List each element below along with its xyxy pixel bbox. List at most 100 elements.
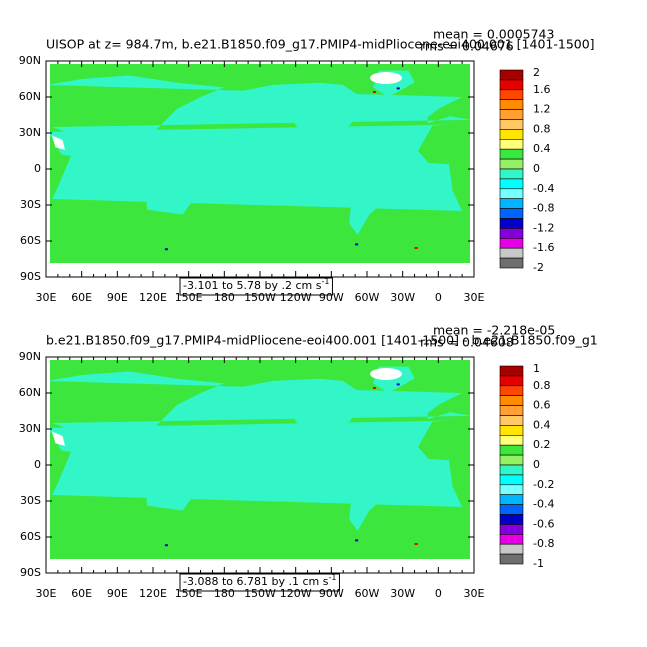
colorbar-box — [499, 198, 524, 209]
lat-label: 30N — [19, 126, 41, 139]
lon-label: 0 — [435, 291, 442, 304]
rms-label: rms = 0.04608 — [420, 335, 514, 350]
lat-label: 90S — [20, 566, 41, 579]
lon-label: 30E — [464, 291, 485, 304]
colorbar-box — [499, 474, 524, 486]
lon-label: 60W — [355, 291, 380, 304]
colorbar-label: 0.4 — [533, 142, 551, 155]
lat-label: 60S — [20, 234, 41, 247]
map-title: UISOP at z= 984.7m, b.e21.B1850.f09_g17.… — [46, 37, 595, 52]
lon-label: 30E — [36, 587, 57, 600]
rms-label: rms = 0.04676 — [420, 39, 514, 54]
lon-label: 30W — [390, 291, 415, 304]
colorbar-box — [499, 109, 524, 120]
colorbar-label: 1.6 — [533, 83, 551, 96]
colorbar-label: -0.8 — [533, 537, 554, 550]
colorbar-label: 2 — [533, 66, 540, 79]
colorbar-box — [499, 524, 524, 535]
land — [50, 420, 463, 507]
colorbar-box — [499, 218, 524, 229]
colorbar-label: -1.2 — [533, 221, 554, 234]
anomaly-speck — [372, 387, 376, 389]
colorbar-label: -0.2 — [533, 478, 554, 491]
no-data — [480, 431, 493, 445]
colorbar-box — [499, 494, 524, 505]
land — [50, 75, 470, 160]
range-exponent: -1 — [328, 573, 336, 582]
colorbar-label: 0.2 — [533, 438, 551, 451]
lon-label: 120W — [280, 291, 312, 304]
map-panel: b.e21.B1850.f09_g17.PMIP4-midPliocene-eo… — [0, 323, 598, 601]
lon-label: 120E — [139, 587, 167, 600]
anomaly-speck — [355, 539, 359, 542]
lon-label: 90E — [107, 291, 128, 304]
no-data — [370, 368, 402, 380]
range-box — [179, 573, 340, 592]
colorbar-box — [499, 385, 524, 396]
colorbar-box — [499, 238, 524, 249]
range-text: -3.101 to 5.78 by .2 cm s — [183, 279, 322, 292]
lon-label: 90E — [107, 587, 128, 600]
land — [242, 378, 373, 456]
anomaly-speck — [355, 243, 359, 246]
colorbar-label: 0.8 — [533, 122, 551, 135]
anomaly-speck — [372, 91, 376, 93]
lon-label: 0 — [435, 587, 442, 600]
colorbar-box — [499, 99, 524, 110]
map-field — [50, 64, 470, 263]
colorbar-box — [499, 148, 524, 160]
colorbar-box — [499, 228, 524, 239]
colorbar-box — [499, 405, 524, 416]
colorbar-box — [499, 514, 524, 525]
colorbar-label: -1 — [533, 557, 544, 570]
colorbar-label: -0.4 — [533, 182, 554, 195]
colorbar-box — [499, 454, 524, 466]
colorbar-label: 0.8 — [533, 379, 551, 392]
lat-label: 30S — [20, 198, 41, 211]
lon-label: 60E — [71, 587, 92, 600]
colorbar-label: 1.2 — [533, 103, 551, 116]
range-text: -3.088 to 6.781 by .1 cm s — [183, 575, 329, 588]
no-data — [51, 431, 66, 446]
lat-label: 30S — [20, 494, 41, 507]
anomaly-speck — [164, 544, 168, 547]
colorbar-box — [499, 533, 524, 545]
lon-label: 90W — [319, 587, 344, 600]
colorbar-box — [499, 119, 524, 130]
colorbar-box — [499, 484, 524, 495]
anomaly-speck — [396, 383, 400, 386]
range-exponent: -1 — [321, 277, 329, 286]
colorbar-box — [499, 89, 524, 101]
colorbar-label: 0 — [533, 162, 540, 175]
map-panel: UISOP at z= 984.7m, b.e21.B1850.f09_g17.… — [19, 27, 595, 305]
range-label: -3.088 to 6.781 by .1 cm s-1 — [183, 573, 336, 589]
anomaly-speck — [414, 247, 418, 249]
lon-label: 30E — [36, 291, 57, 304]
lat-label: 0 — [34, 458, 41, 471]
land — [0, 371, 44, 455]
colorbar-label: -0.6 — [533, 517, 554, 530]
colorbar-label: -0.4 — [533, 498, 554, 511]
colorbar-box — [499, 69, 524, 81]
colorbar-box — [499, 257, 524, 269]
colorbar-box — [499, 395, 524, 406]
lat-label: 90N — [19, 350, 41, 363]
no-data — [370, 72, 402, 84]
range-label: -3.101 to 5.78 by .2 cm s-1 — [183, 277, 329, 293]
lat-label: 60N — [19, 90, 41, 103]
map-field — [0, 360, 493, 559]
lat-label: 0 — [34, 162, 41, 175]
lon-label: 120E — [139, 291, 167, 304]
lon-label: 180 — [214, 291, 235, 304]
lat-label: 30N — [19, 422, 41, 435]
colorbar-label: 0.6 — [533, 399, 551, 412]
lat-label: 60N — [19, 386, 41, 399]
mean-label: mean = 0.0005743 — [433, 27, 554, 42]
colorbar-label: 0 — [533, 458, 540, 471]
colorbar-label: 1 — [533, 362, 540, 375]
colorbar-box — [499, 188, 524, 200]
land — [342, 157, 397, 235]
colorbar-box — [499, 415, 524, 426]
colorbar-box — [499, 129, 524, 140]
